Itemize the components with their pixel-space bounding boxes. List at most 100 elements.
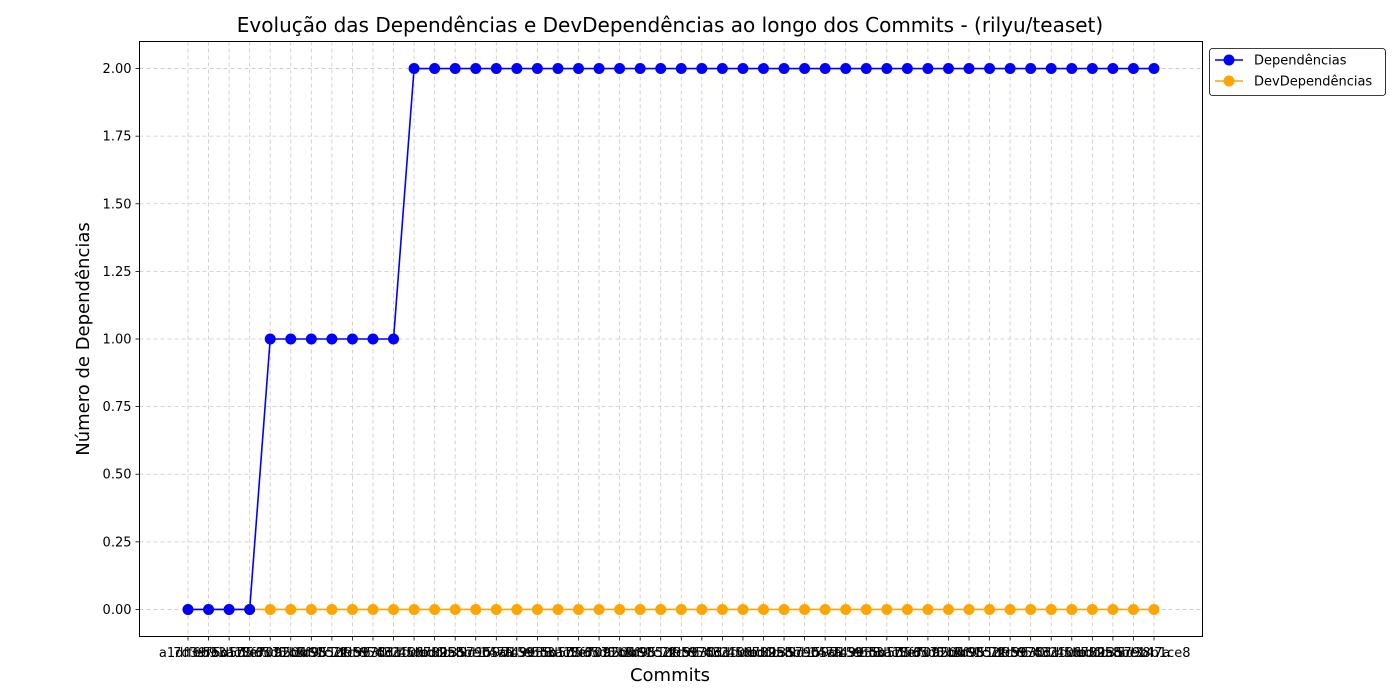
x-tick-label: 1d951d951 xyxy=(952,646,1026,661)
data-point xyxy=(963,603,975,615)
y-tick-label: 1.50 xyxy=(103,197,132,212)
data-point xyxy=(1066,603,1078,615)
x-tick-label: e5c3a18f6 xyxy=(523,646,592,661)
data-point xyxy=(696,63,708,75)
y-tick-label: 1.00 xyxy=(103,333,132,348)
x-tick-label: 258be147a xyxy=(768,646,842,661)
data-point xyxy=(490,63,502,75)
data-point xyxy=(675,603,687,615)
data-point xyxy=(573,63,585,75)
x-tick-label: 05af49e38 xyxy=(811,646,881,661)
x-tick-label: 05af49e38 xyxy=(482,646,552,661)
data-point xyxy=(326,603,338,615)
data-point xyxy=(634,63,646,75)
x-tick-label: 7d39f5b17 xyxy=(831,646,902,661)
x-tick-label: 852fc9630 xyxy=(975,646,1045,661)
data-point xyxy=(346,333,358,345)
data-point xyxy=(614,603,626,615)
legend-marker xyxy=(1223,54,1235,66)
data-point xyxy=(264,603,276,615)
data-point xyxy=(1127,603,1139,615)
data-point xyxy=(963,63,975,75)
x-tick-label-last: 5d38b1ce8 xyxy=(1117,646,1190,661)
x-tick-label: a50b61c72 xyxy=(275,646,348,661)
x-axis-label: Commits xyxy=(630,665,710,686)
data-point xyxy=(737,63,749,75)
data-point xyxy=(942,603,954,615)
x-tick-label: 3d71b5f93 xyxy=(255,646,326,661)
data-point xyxy=(655,63,667,75)
data-point xyxy=(285,333,297,345)
data-point xyxy=(223,603,235,615)
x-tick-label: 456789abc xyxy=(1056,646,1129,661)
data-point xyxy=(984,63,996,75)
x-axis: a1dff6b9 5d38b1ce87d39f5b17e5c3a18f65d5d5… xyxy=(159,636,1191,661)
data-point xyxy=(1086,63,1098,75)
data-point xyxy=(1004,603,1016,615)
chart-title: Evolução das Dependências e DevDependênc… xyxy=(237,13,1103,37)
x-tick-label: 9d159d159 xyxy=(788,646,862,661)
data-point xyxy=(408,63,420,75)
legend: Dependências DevDependências xyxy=(1209,48,1386,96)
x-tick-label: 7d39f5b17 xyxy=(173,646,244,661)
data-point xyxy=(429,63,441,75)
data-point xyxy=(305,333,317,345)
x-tick-label: 3d71b5f93 xyxy=(584,646,655,661)
legend-marker xyxy=(1223,75,1235,87)
data-point xyxy=(531,603,543,615)
data-point xyxy=(264,333,276,345)
data-point xyxy=(1148,63,1160,75)
x-tick-label: 6543210fe xyxy=(1016,646,1086,661)
data-point xyxy=(346,603,358,615)
x-tick-label: 456789abc xyxy=(727,646,800,661)
data-point xyxy=(881,63,893,75)
data-point xyxy=(716,603,728,615)
y-tick-label: 0.00 xyxy=(103,603,132,618)
data-point xyxy=(490,603,502,615)
data-point xyxy=(552,63,564,75)
data-point xyxy=(182,603,194,615)
x-tick-label: 258be147a xyxy=(1097,646,1171,661)
data-point xyxy=(1066,63,1078,75)
x-tick-label: ddddddddd xyxy=(706,646,780,661)
data-point xyxy=(757,603,769,615)
x-tick-label: 7d39f5b17 xyxy=(502,646,573,661)
data-point xyxy=(326,333,338,345)
x-tick-label: 9d159d159 xyxy=(459,646,533,661)
y-tick-label: 1.75 xyxy=(103,130,132,145)
x-tick-label: c5e7092b4 xyxy=(563,646,636,661)
data-point xyxy=(367,603,379,615)
x-tick-label: a50b61c72 xyxy=(933,646,1006,661)
data-point xyxy=(675,63,687,75)
series-dependencias xyxy=(182,63,1160,615)
x-tick-label: 3d71b5f93 xyxy=(913,646,984,661)
x-tick-label: a50b61c72 xyxy=(604,646,677,661)
y-tick-label: 0.50 xyxy=(103,468,132,483)
data-point xyxy=(922,63,934,75)
x-tick-label: 1d951d951 xyxy=(295,646,369,661)
x-tick-label: c5e7092b4 xyxy=(891,646,964,661)
legend-label: DevDependências xyxy=(1254,75,1372,90)
data-point xyxy=(1025,63,1037,75)
data-point xyxy=(305,603,317,615)
data-point xyxy=(1045,63,1057,75)
data-point xyxy=(1086,603,1098,615)
data-point xyxy=(819,603,831,615)
data-point xyxy=(593,603,605,615)
data-point xyxy=(511,63,523,75)
data-point xyxy=(778,603,790,615)
data-point xyxy=(860,63,872,75)
data-point xyxy=(737,603,749,615)
y-tick-label: 1.25 xyxy=(103,265,132,280)
y-tick-label: 0.75 xyxy=(103,400,132,415)
legend-box xyxy=(1209,48,1386,96)
data-point xyxy=(881,603,893,615)
x-tick-label: 852fc9630 xyxy=(646,646,716,661)
x-tick-label: fdb97531f xyxy=(997,646,1064,661)
y-axis-label: Número de Dependências xyxy=(73,222,94,456)
data-point xyxy=(614,63,626,75)
data-point xyxy=(716,63,728,75)
data-point xyxy=(511,603,523,615)
data-point xyxy=(840,603,852,615)
